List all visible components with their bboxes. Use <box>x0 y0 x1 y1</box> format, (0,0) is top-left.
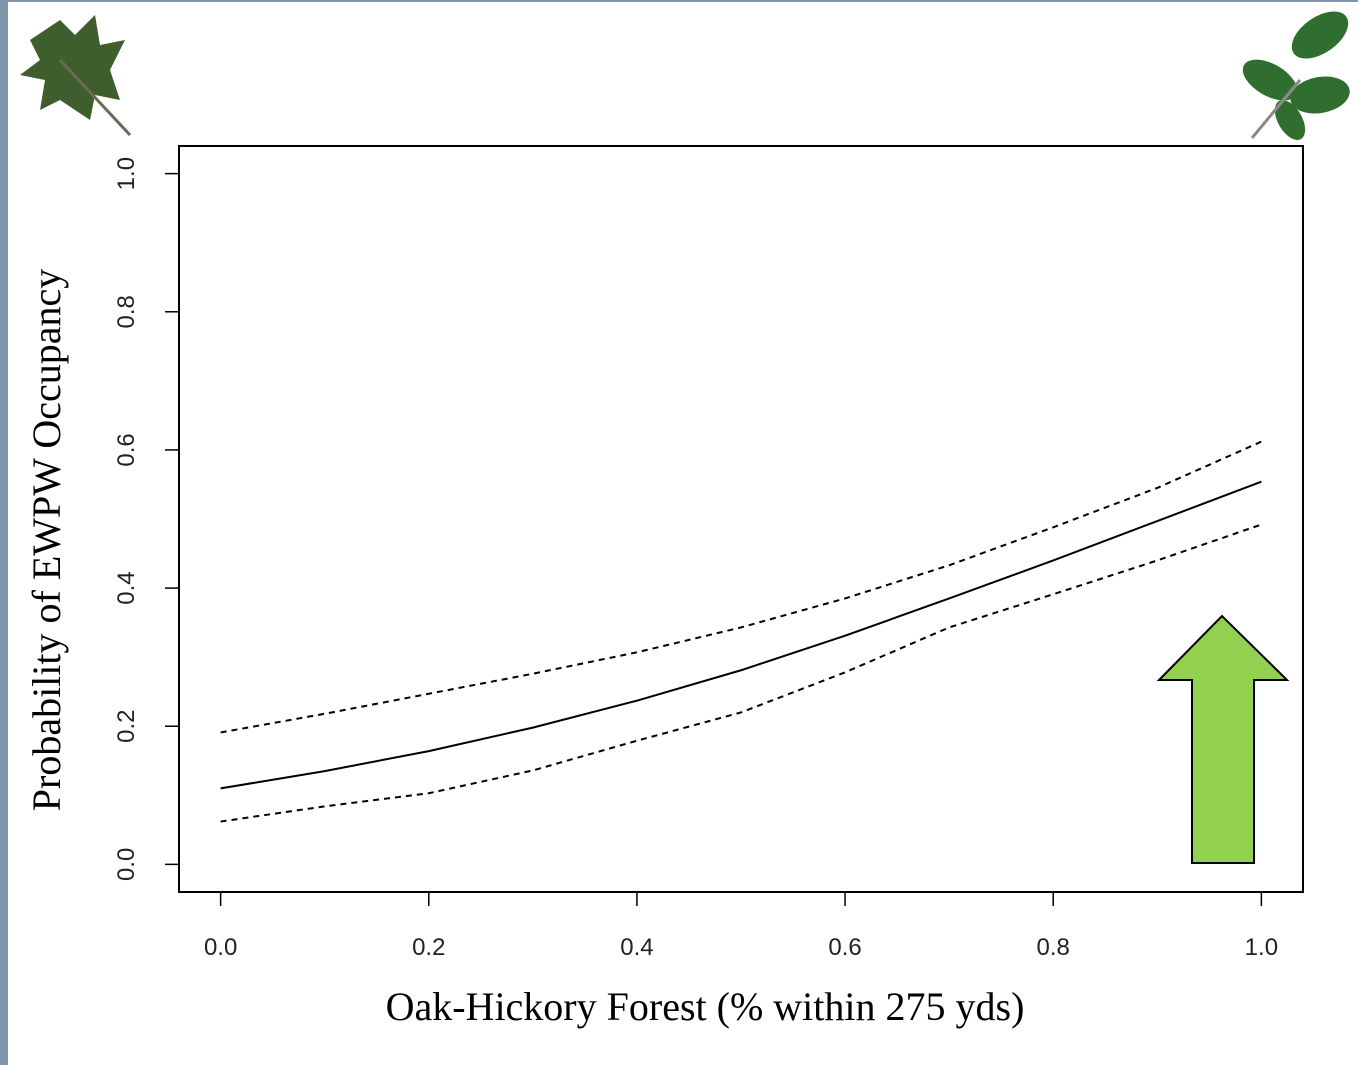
slide-background <box>8 2 1358 1065</box>
x-tick-label: 1.0 <box>1245 934 1278 961</box>
y-tick-label: 0.4 <box>113 571 140 604</box>
x-tick-label: 0.6 <box>828 934 861 961</box>
y-tick-label: 0.8 <box>113 295 140 328</box>
y-tick-label: 0.0 <box>113 848 140 881</box>
y-axis-label: Probability of EWPW Occupancy <box>24 269 69 811</box>
y-tick-label: 0.6 <box>113 433 140 466</box>
x-tick-label: 0.4 <box>620 934 653 961</box>
page: Oak-Hickory Forest (% within 275 yds) Pr… <box>0 0 1358 1065</box>
y-tick-label: 1.0 <box>113 157 140 190</box>
x-axis-label: Oak-Hickory Forest (% within 275 yds) <box>386 984 1025 1029</box>
x-tick-label: 0.2 <box>412 934 445 961</box>
chart: Oak-Hickory Forest (% within 275 yds) Pr… <box>0 0 1358 1065</box>
x-tick-label: 0.0 <box>204 934 237 961</box>
x-tick-label: 0.8 <box>1037 934 1070 961</box>
y-tick-label: 0.2 <box>113 710 140 743</box>
